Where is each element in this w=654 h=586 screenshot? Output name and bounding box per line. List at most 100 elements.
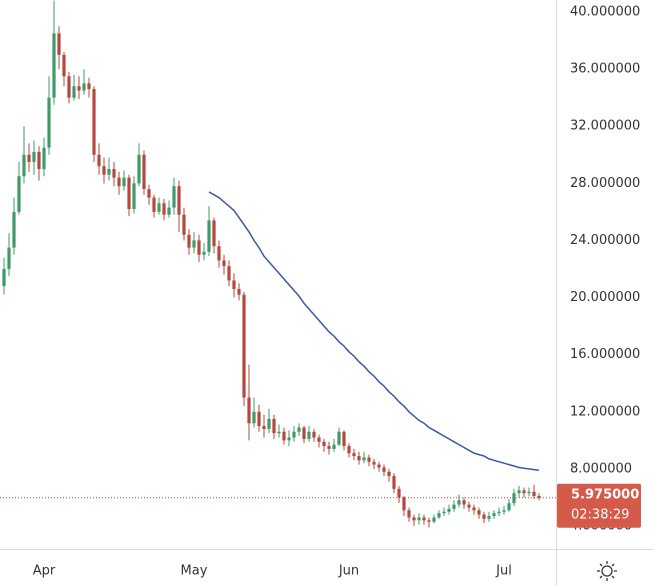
candle-body xyxy=(297,427,301,432)
candle-body xyxy=(332,444,336,449)
candle-body xyxy=(7,247,11,270)
candle-body xyxy=(127,177,131,210)
candle-body xyxy=(402,497,406,511)
candle-body xyxy=(147,189,151,198)
candle-body xyxy=(222,260,226,267)
candle-body xyxy=(342,431,346,447)
candle-body xyxy=(182,214,186,235)
candle-body xyxy=(217,246,221,261)
candle-body xyxy=(12,211,16,248)
x-tick-label: Jul xyxy=(495,564,512,579)
candle-body xyxy=(382,467,386,472)
candle-body xyxy=(17,176,21,212)
y-tick-label: 24.000000 xyxy=(570,233,640,248)
x-tick-label: Jun xyxy=(338,564,359,579)
candle-body xyxy=(417,517,421,521)
candle-body xyxy=(427,520,431,522)
candle-body xyxy=(102,166,106,175)
candle-body xyxy=(532,491,536,497)
candle-body xyxy=(67,76,71,98)
candle-body xyxy=(177,186,181,215)
candle-body xyxy=(312,431,316,438)
candle-body xyxy=(337,431,341,445)
candle-body xyxy=(207,220,211,252)
candle-body xyxy=(232,280,236,289)
candle-body xyxy=(527,491,531,494)
candle-body xyxy=(97,154,101,167)
countdown-label: 02:38:29 xyxy=(571,507,629,522)
candle-body xyxy=(202,251,206,255)
candle-body xyxy=(107,169,111,175)
candle-body xyxy=(292,431,296,438)
candle-body xyxy=(377,464,381,468)
candle-body xyxy=(77,86,81,91)
last-price-label: 5.975000 xyxy=(571,487,639,502)
candle-body xyxy=(92,89,96,155)
settings-icon[interactable] xyxy=(597,561,617,581)
candle-body xyxy=(187,234,191,248)
candle-body xyxy=(137,154,141,184)
candle-body xyxy=(307,431,311,439)
candle-body xyxy=(407,510,411,518)
candle-body xyxy=(327,446,331,449)
candle-body xyxy=(197,240,201,255)
candle-body xyxy=(152,197,156,212)
candle-body xyxy=(517,490,521,494)
candle-body xyxy=(522,490,526,494)
candle-body xyxy=(252,411,256,424)
candle-body xyxy=(387,471,391,477)
candle-body xyxy=(257,411,261,427)
candle-body xyxy=(282,431,286,441)
candle-body xyxy=(227,266,231,281)
candle-body xyxy=(482,514,486,519)
x-tick-label: May xyxy=(181,564,208,579)
candle-body xyxy=(247,397,251,424)
candle-body xyxy=(497,511,501,514)
candle-body xyxy=(487,516,491,519)
candle-body xyxy=(442,511,446,514)
candle-body xyxy=(72,86,76,98)
candle-body xyxy=(117,177,121,187)
candle-body xyxy=(322,441,326,447)
y-tick-label: 40.000000 xyxy=(570,4,640,19)
candle-body xyxy=(32,151,36,162)
candle-body xyxy=(42,147,46,170)
candle-body xyxy=(267,418,271,429)
candle-body xyxy=(302,427,306,439)
candle-body xyxy=(52,33,56,98)
y-tick-label: 12.000000 xyxy=(570,404,640,419)
candle-body xyxy=(212,220,216,247)
y-tick-label: 8.000000 xyxy=(570,461,632,476)
candle-body xyxy=(167,207,171,215)
last-price-box xyxy=(557,483,641,528)
candle-body xyxy=(162,203,166,215)
candle-body xyxy=(462,500,466,505)
candle-body xyxy=(287,437,291,441)
y-tick-label: 28.000000 xyxy=(570,176,640,191)
y-tick-label: 16.000000 xyxy=(570,347,640,362)
candle-body xyxy=(447,508,451,512)
candle-body xyxy=(157,203,161,212)
candle-body xyxy=(392,476,396,489)
candle-body xyxy=(87,83,91,90)
candle-body xyxy=(62,54,66,77)
candle-body xyxy=(357,456,361,461)
candle-body xyxy=(362,457,366,461)
candle-body xyxy=(37,151,41,170)
candle-body xyxy=(477,510,481,515)
candle-body xyxy=(27,154,31,162)
moving-average xyxy=(208,191,540,472)
candle-body xyxy=(57,33,61,55)
x-tick-label: Apr xyxy=(33,564,56,579)
candle-body xyxy=(242,294,246,398)
candle-body xyxy=(347,446,351,454)
candle-body xyxy=(502,510,506,512)
candle-body xyxy=(272,418,276,434)
y-tick-label: 36.000000 xyxy=(570,62,640,77)
candle-body xyxy=(437,513,441,518)
candle-body xyxy=(132,183,136,210)
candle-body xyxy=(237,288,241,295)
candle-body xyxy=(262,426,266,429)
candle-body xyxy=(422,517,426,521)
